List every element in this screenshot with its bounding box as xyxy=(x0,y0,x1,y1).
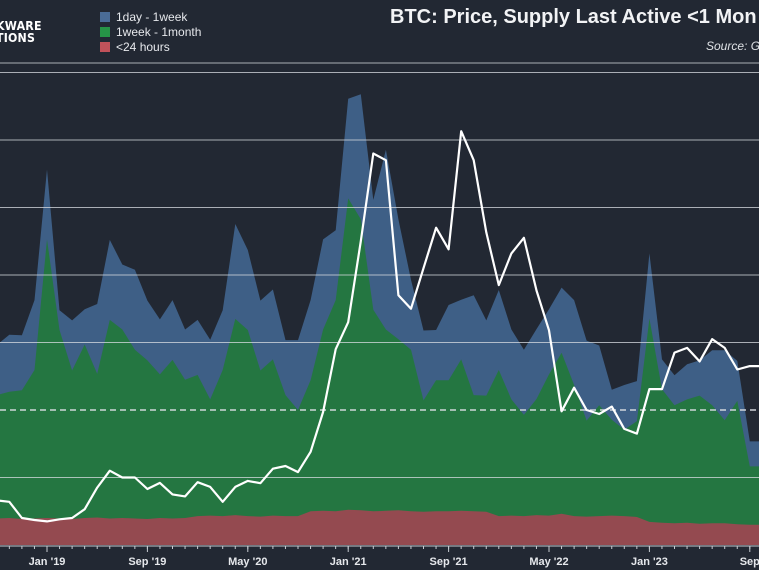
logo-line: KWARE xyxy=(0,18,42,34)
chart-source: Source: G xyxy=(706,39,759,53)
x-tick-label: May '22 xyxy=(529,556,568,568)
chart-title: BTC: Price, Supply Last Active <1 Mon xyxy=(390,6,757,28)
area-24-hours xyxy=(0,509,759,545)
logo: KWARE TIONS xyxy=(0,20,42,44)
area-1week-1month xyxy=(0,198,759,545)
x-tick-label: Jan '21 xyxy=(330,556,367,568)
gridlines xyxy=(0,62,759,478)
legend-label: 1day - 1week xyxy=(116,9,188,24)
logo-line: TIONS xyxy=(0,30,36,46)
x-tick-label: Jan '19 xyxy=(29,556,66,568)
legend-item-1week-1month: 1week - 1month xyxy=(100,24,201,39)
x-tick-label: Sep '19 xyxy=(128,556,166,568)
x-axis-ticks: Jan '19 Sep '19 May '20 Jan '21 Sep '21 May '… xyxy=(8,546,759,568)
x-tick-label: Sep '21 xyxy=(430,556,468,568)
x-tick-label: May '20 xyxy=(228,556,267,568)
price-line xyxy=(0,130,759,523)
legend-label: 1week - 1month xyxy=(116,24,202,39)
legend-swatch-blue xyxy=(100,11,110,22)
legend-swatch-red xyxy=(100,41,110,52)
legend-swatch-green xyxy=(100,26,110,37)
stacked-areas xyxy=(0,94,759,545)
legend-item-24-hours: <24 hours xyxy=(100,39,201,54)
x-tick-label: Jan '23 xyxy=(631,556,668,568)
legend: 1day - 1week 1week - 1month <24 hours xyxy=(100,9,201,54)
x-tick-label: Sep xyxy=(740,556,759,568)
legend-item-1day-1week: 1day - 1week xyxy=(100,9,201,24)
legend-label: <24 hours xyxy=(116,39,170,54)
